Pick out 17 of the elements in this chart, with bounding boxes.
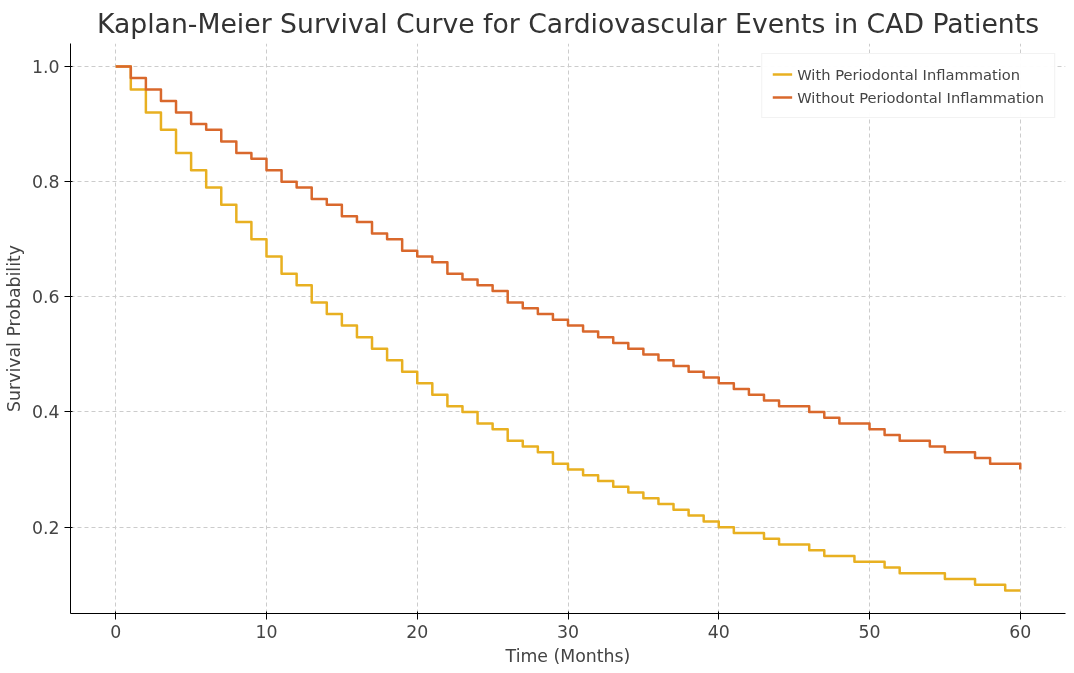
x-tick-label: 0 (110, 621, 122, 642)
legend-label: Without Periodontal Inflammation (797, 88, 1044, 106)
x-tick-label: 10 (255, 621, 278, 642)
y-axis-title: Survival Probability (3, 245, 24, 412)
x-tick-label: 50 (858, 621, 881, 642)
y-tick-label: 0.2 (31, 517, 60, 538)
y-tick-label: 1.0 (31, 57, 60, 78)
y-tick-label: 0.6 (31, 287, 60, 308)
x-tick-label: 40 (707, 621, 730, 642)
x-axis-title: Time (Months) (504, 645, 631, 666)
x-tick-label: 30 (556, 621, 580, 642)
x-tick-label: 60 (1009, 621, 1032, 642)
legend-label: With Periodontal Inflammation (797, 65, 1020, 83)
y-tick-label: 0.8 (31, 172, 60, 193)
y-tick-label: 0.4 (31, 402, 60, 423)
chart-title: Kaplan-Meier Survival Curve for Cardiovascular Events in CAD Patients (96, 7, 1040, 39)
x-tick-label: 20 (406, 621, 429, 642)
